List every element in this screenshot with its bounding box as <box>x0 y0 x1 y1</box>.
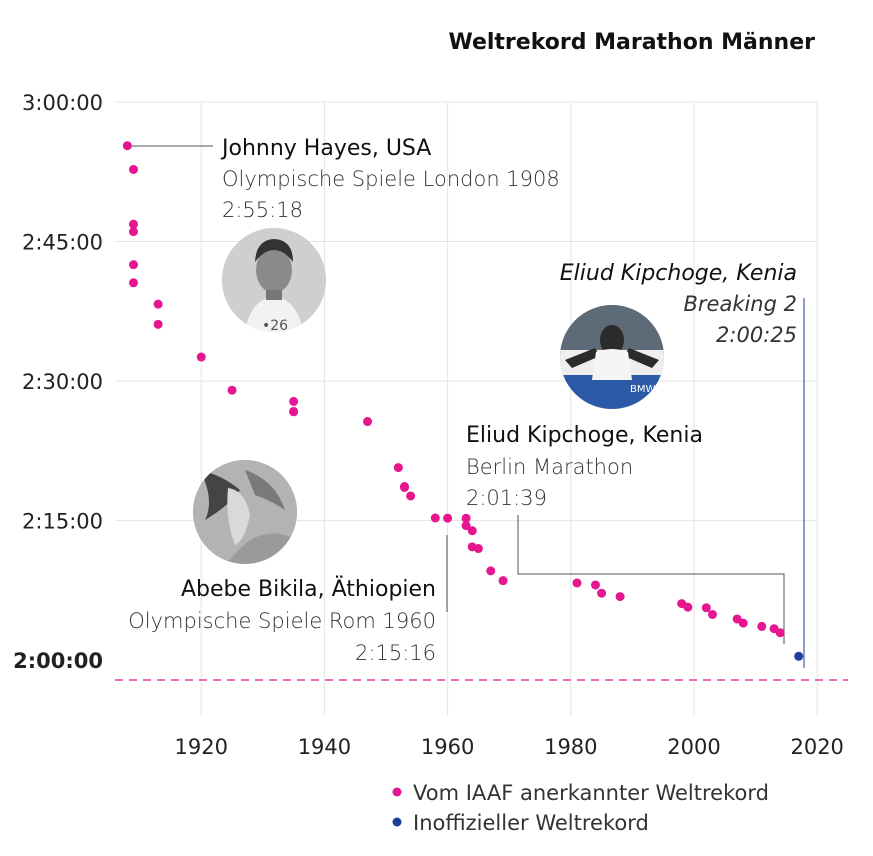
eliud-kipchoge-photo: BMW <box>560 305 664 409</box>
annotation-bikila: Abebe Bikila, Äthiopien Olympische Spiel… <box>128 576 436 665</box>
record-point <box>153 299 163 309</box>
annotation-hayes-time: 2:55:18 <box>222 198 303 222</box>
legend-marker-official <box>392 787 402 797</box>
record-point <box>430 513 440 523</box>
legend-label-official: Vom IAAF anerkannter Weltrekord <box>413 781 769 805</box>
legend-label-unofficial: Inoffizieller Weltrekord <box>413 811 649 835</box>
record-point <box>128 260 138 270</box>
record-point <box>590 580 600 590</box>
record-point <box>738 618 748 628</box>
annotation-breaking2: Eliud Kipchoge, Kenia Breaking 2 2:00:25 <box>560 261 797 347</box>
annotation-breaking2-detail: Breaking 2 <box>683 292 797 316</box>
record-point <box>153 319 163 329</box>
annotation-hayes-name: Johnny Hayes, USA <box>220 136 431 161</box>
record-point <box>615 592 625 602</box>
annotation-leaders <box>127 145 805 668</box>
y-tick-label: 2:30:00 <box>22 370 103 394</box>
y-tick-label: 2:00:00 <box>13 649 103 673</box>
record-point <box>443 513 453 523</box>
record-point <box>128 278 138 288</box>
annotation-hayes-detail: Olympische Spiele London 1908 <box>222 167 560 191</box>
annotation-berlin-time: 2:01:39 <box>466 486 547 510</box>
record-point <box>128 164 138 174</box>
record-point <box>122 141 132 151</box>
y-tick-label: 2:15:00 <box>22 510 103 534</box>
y-tick-label: 3:00:00 <box>22 91 103 115</box>
record-point <box>486 566 496 576</box>
record-point <box>683 602 693 612</box>
record-point <box>701 603 711 613</box>
x-axis-ticks: 1920 1940 1960 1980 2000 2020 <box>175 735 844 759</box>
annotation-berlin: Eliud Kipchoge, Kenia Berlin Marathon 2:… <box>466 423 703 510</box>
annotation-bikila-time: 2:15:16 <box>355 641 436 665</box>
x-tick-label: 1940 <box>298 735 351 759</box>
record-point <box>597 588 607 598</box>
annotation-berlin-detail: Berlin Marathon <box>466 455 633 479</box>
annotation-breaking2-time: 2:00:25 <box>716 323 797 347</box>
record-point <box>196 352 206 362</box>
y-tick-label: 2:45:00 <box>22 231 103 255</box>
record-point <box>467 526 477 536</box>
johnny-hayes-photo: •26 <box>222 228 326 334</box>
legend-marker-unofficial <box>392 817 402 827</box>
svg-text:BMW: BMW <box>630 384 655 395</box>
record-point <box>289 396 299 406</box>
annotation-berlin-name: Eliud Kipchoge, Kenia <box>466 423 703 448</box>
record-point <box>393 463 403 473</box>
unofficial-record-point <box>794 651 804 661</box>
record-point <box>498 576 508 586</box>
record-point <box>757 621 767 631</box>
record-point <box>572 578 582 588</box>
x-tick-label: 2000 <box>667 735 720 759</box>
record-point <box>128 227 138 237</box>
record-point <box>461 521 471 531</box>
record-point <box>461 513 471 523</box>
annotation-breaking2-name: Eliud Kipchoge, Kenia <box>560 261 797 286</box>
y-axis-ticks: 3:00:00 2:45:00 2:30:00 2:15:00 2:00:00 <box>13 91 103 673</box>
annotation-bikila-detail: Olympische Spiele Rom 1960 <box>128 609 436 633</box>
x-tick-label: 1920 <box>175 735 228 759</box>
record-point <box>406 491 416 501</box>
record-point <box>227 385 237 395</box>
x-tick-label: 1980 <box>544 735 597 759</box>
abebe-bikila-photo <box>193 460 297 564</box>
record-point <box>289 407 299 417</box>
record-point <box>400 482 410 492</box>
annotation-bikila-name: Abebe Bikila, Äthiopien <box>181 576 436 602</box>
x-tick-label: 1960 <box>421 735 474 759</box>
data-points <box>122 141 804 661</box>
record-point <box>473 544 483 554</box>
leader-line-berlin <box>517 515 785 644</box>
record-point <box>128 219 138 229</box>
record-point <box>363 417 373 427</box>
record-point <box>775 628 785 638</box>
x-tick-label: 2020 <box>790 735 843 759</box>
record-point <box>707 609 717 619</box>
legend: Vom IAAF anerkannter Weltrekord Inoffizi… <box>392 781 769 835</box>
annotation-hayes: Johnny Hayes, USA Olympische Spiele Lond… <box>220 136 560 222</box>
chart-title: Weltrekord Marathon Männer <box>448 30 815 55</box>
svg-text:•26: •26 <box>262 318 288 334</box>
